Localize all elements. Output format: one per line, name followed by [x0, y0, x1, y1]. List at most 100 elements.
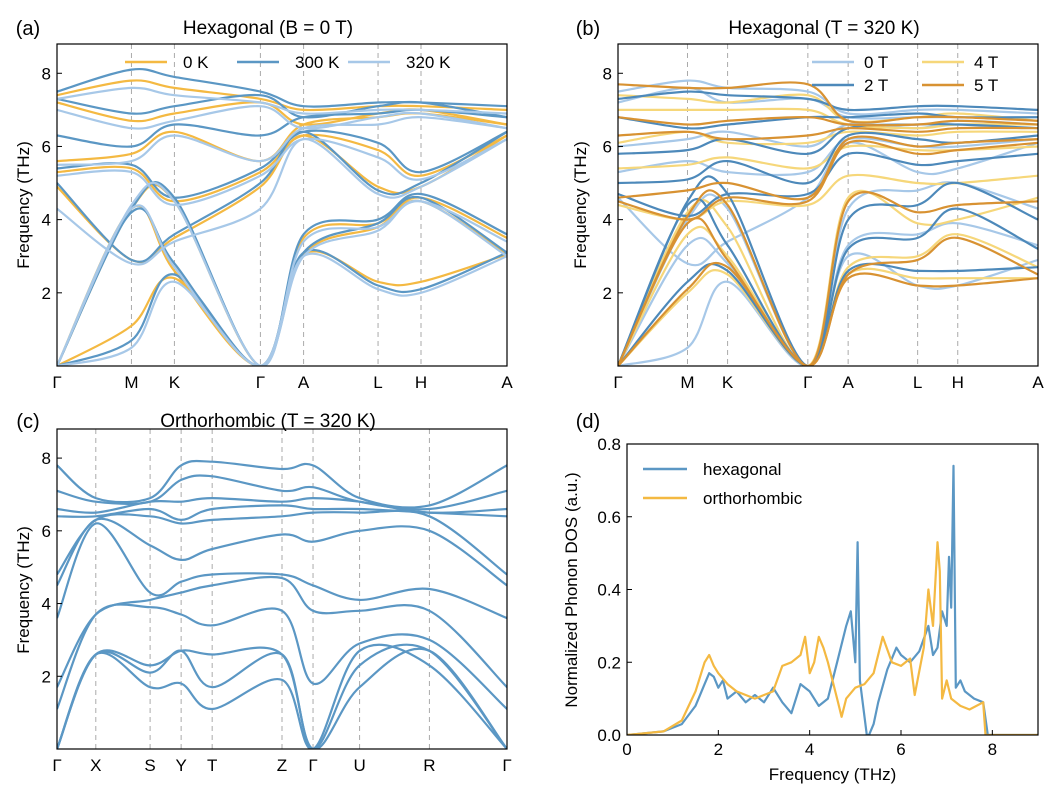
x-tick-label-b: M — [680, 373, 694, 392]
x-tick-label-c: U — [353, 756, 365, 775]
y-tick-label-b: 6 — [603, 137, 612, 156]
band-line-a — [57, 137, 507, 207]
band-line-a — [57, 183, 507, 366]
x-tick-label-a: M — [124, 373, 138, 392]
y-tick-label-a: 6 — [42, 137, 51, 156]
band-line-c — [57, 522, 507, 620]
y-tick-label-a: 8 — [42, 64, 51, 83]
x-tick-label-b: A — [1032, 373, 1044, 392]
plot-area-d — [627, 464, 1038, 735]
band-line-a — [57, 181, 507, 366]
band-line-b — [618, 181, 1038, 366]
axes-frame-c — [56, 428, 508, 750]
x-tick-label-c: R — [423, 756, 435, 775]
band-line-b — [618, 126, 1038, 141]
panel-title-c: Orthorhombic (T = 320 K) — [160, 411, 376, 432]
band-line-b — [618, 122, 1038, 155]
band-line-b — [618, 216, 1038, 366]
x-tick-label-d: 8 — [988, 740, 997, 759]
x-tick-label-c: Γ — [502, 756, 511, 775]
y-tick-label-d: 0.2 — [597, 653, 621, 672]
x-tick-label-c: Γ — [52, 756, 61, 775]
x-tick-label-a: K — [169, 373, 181, 392]
band-line-b — [618, 93, 1038, 124]
legend-label-d: orthorhombic — [703, 489, 803, 508]
y-tick-label-b: 2 — [603, 284, 612, 303]
y-axis-label-c: Frequency (THz) — [14, 526, 33, 654]
axes-frame-a — [56, 43, 508, 367]
y-tick-label-c: 6 — [42, 522, 51, 541]
x-tick-label-c: X — [90, 756, 101, 775]
band-line-a — [57, 129, 507, 199]
x-tick-label-c: S — [144, 756, 155, 775]
legend-label-b: 5 T — [974, 76, 998, 95]
panel-title-b: Hexagonal (T = 320 K) — [728, 18, 919, 39]
band-line-c — [57, 517, 507, 587]
band-line-b — [618, 189, 1038, 366]
x-tick-label-c: T — [207, 756, 217, 775]
band-line-b — [618, 90, 1038, 112]
panel-label-c: (c) — [16, 411, 39, 433]
y-tick-label-a: 4 — [42, 211, 51, 230]
band-line-c — [57, 474, 507, 511]
panel-title-a: Hexagonal (B = 0 T) — [183, 18, 353, 39]
legend-label-a: 320 K — [406, 53, 451, 72]
y-tick-label-a: 2 — [42, 284, 51, 303]
band-line-c — [57, 643, 507, 749]
legend-label-b: 2 T — [864, 76, 888, 95]
x-tick-label-a: L — [373, 373, 382, 392]
band-line-c — [57, 575, 507, 688]
y-tick-label-b: 8 — [603, 64, 612, 83]
legend-label-a: 0 K — [183, 53, 209, 72]
x-tick-label-c: Y — [175, 756, 186, 775]
band-line-b — [618, 137, 1038, 177]
y-tick-label-c: 8 — [42, 449, 51, 468]
legend-label-d: hexagonal — [703, 460, 781, 479]
x-tick-label-b: A — [842, 373, 854, 392]
x-tick-label-d: 4 — [805, 740, 814, 759]
y-axis-label-a: Frequency (THz) — [14, 141, 33, 269]
y-tick-label-d: 0.0 — [597, 726, 621, 745]
legend-label-b: 4 T — [974, 53, 998, 72]
y-tick-label-d: 0.8 — [597, 435, 621, 454]
axes-frame-d — [626, 443, 1039, 736]
x-axis-label-d: Frequency (THz) — [769, 765, 897, 784]
x-tick-label-a: A — [501, 373, 513, 392]
x-tick-label-a: Γ — [52, 373, 61, 392]
x-tick-label-b: Γ — [803, 373, 812, 392]
band-line-b — [618, 81, 1038, 124]
x-tick-label-d: 6 — [896, 740, 905, 759]
band-line-a — [57, 250, 507, 366]
plot-area-b — [618, 79, 1038, 366]
y-tick-label-c: 2 — [42, 667, 51, 686]
band-line-a — [57, 67, 507, 108]
panel-label-a: (a) — [16, 18, 40, 40]
band-line-a — [57, 86, 507, 115]
band-line-c — [57, 643, 507, 749]
x-tick-label-b: K — [722, 373, 734, 392]
x-tick-label-c: Z — [277, 756, 287, 775]
band-line-a — [57, 137, 507, 266]
legend-label-b: 0 T — [864, 53, 888, 72]
x-tick-label-b: H — [952, 373, 964, 392]
x-tick-label-b: L — [913, 373, 922, 392]
x-tick-label-d: 2 — [714, 740, 723, 759]
band-line-c — [57, 646, 507, 749]
band-line-a — [57, 249, 507, 366]
band-line-b — [618, 116, 1038, 127]
y-tick-label-d: 0.4 — [597, 581, 621, 600]
y-axis-label-d: Normalized Phonon DOS (a.u.) — [562, 472, 581, 707]
band-line-b — [618, 141, 1038, 267]
band-line-b — [618, 135, 1038, 201]
y-tick-label-c: 4 — [42, 595, 51, 614]
band-line-a — [57, 105, 507, 130]
x-tick-label-a: Γ — [256, 373, 265, 392]
band-line-a — [57, 116, 507, 166]
axes-frame-b — [617, 43, 1039, 367]
plot-area-c — [57, 459, 507, 749]
band-line-c — [57, 504, 507, 521]
x-tick-label-a: A — [298, 373, 310, 392]
x-tick-label-b: Γ — [613, 373, 622, 392]
band-line-a — [57, 130, 507, 263]
